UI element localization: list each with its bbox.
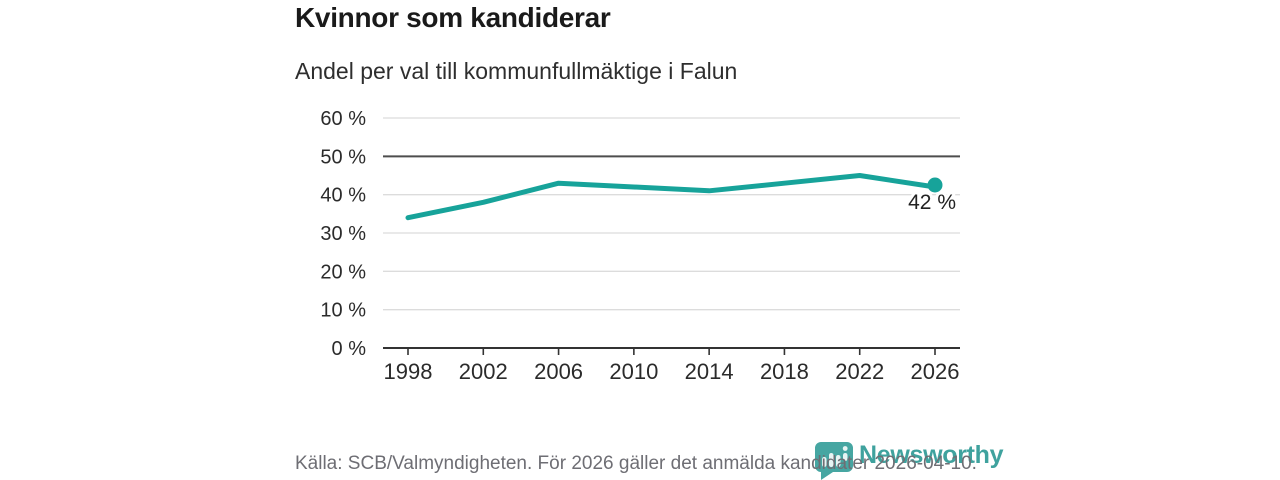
y-axis-tick-label: 30 %: [320, 223, 366, 245]
x-axis-tick-label: 2022: [835, 359, 884, 384]
newsworthy-chart-bubble-icon: [815, 442, 853, 480]
bar-chart-glyph: [822, 446, 848, 467]
y-axis-tick-label: 50 %: [320, 146, 366, 168]
end-point-value-label: 42 %: [908, 191, 956, 214]
y-axis-tick-label: 0 %: [332, 338, 367, 360]
x-axis-tick-label: 2002: [459, 359, 508, 384]
speech-bubble-shape: [815, 442, 853, 480]
chart-title: Kvinnor som kandiderar: [295, 2, 611, 33]
x-axis-tick-label: 2014: [685, 359, 734, 384]
chart-subtitle: Andel per val till kommunfullmäktige i F…: [295, 58, 738, 84]
x-axis-tick-label: 2018: [760, 359, 809, 384]
newsworthy-logo-text: Newsworthy: [859, 441, 1004, 469]
end-point-marker: [927, 177, 943, 193]
x-axis-tick-label: 2006: [534, 359, 583, 384]
newsworthy-logo: Newsworthy: [814, 440, 1004, 480]
data-line-women-candidates: [405, 173, 938, 221]
y-axis-tick-label: 60 %: [320, 108, 366, 130]
y-axis-tick-label: 10 %: [320, 300, 366, 322]
source-note: Källa: SCB/Valmyndigheten. För 2026 gäll…: [295, 453, 977, 474]
x-axis-tick-label: 1998: [384, 359, 433, 384]
x-axis-tick-label: 2026: [911, 359, 960, 384]
y-axis-tick-label: 40 %: [320, 185, 366, 207]
y-axis-tick-label: 20 %: [320, 261, 366, 283]
x-axis-tick-label: 2010: [609, 359, 658, 384]
